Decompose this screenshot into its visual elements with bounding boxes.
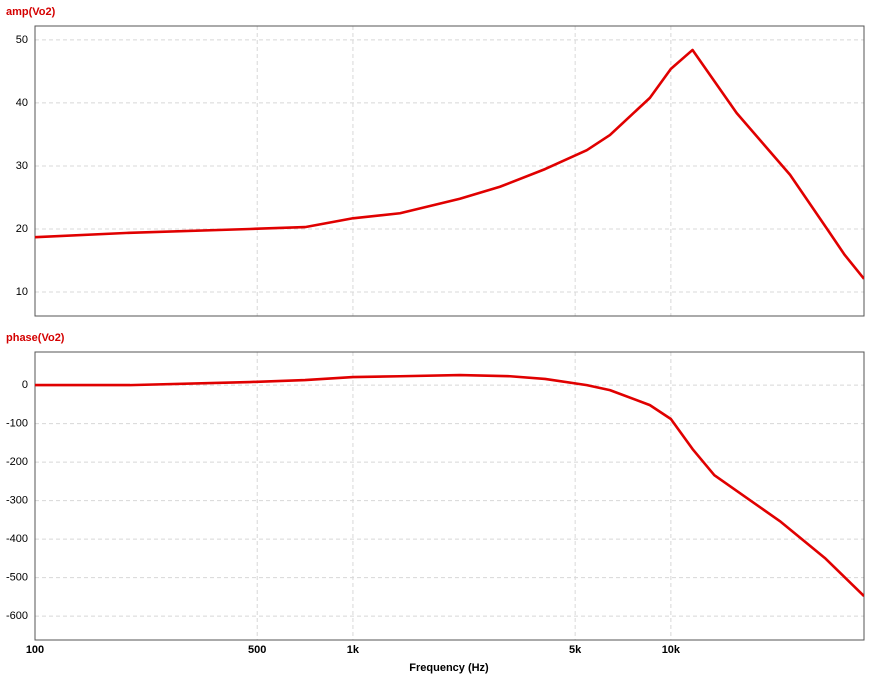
chart-title: amp(Vo2) (6, 6, 56, 18)
y-tick-label: -600 (6, 610, 28, 622)
y-tick-label: -400 (6, 533, 28, 545)
y-tick-label: -200 (6, 456, 28, 468)
y-tick-label: 0 (22, 379, 28, 391)
x-tick-label: 1k (347, 644, 360, 656)
y-tick-label: -300 (6, 495, 28, 507)
plot-frame (34, 351, 865, 641)
y-tick-label: 30 (16, 160, 28, 172)
x-tick-label: 500 (248, 644, 266, 656)
y-tick-label: -100 (6, 418, 28, 430)
y-tick-label: 20 (16, 223, 28, 235)
chart-title: phase(Vo2) (6, 332, 65, 344)
plot-frame (34, 25, 865, 317)
x-tick-label: 100 (26, 644, 44, 656)
y-tick-label: 50 (16, 34, 28, 46)
line-series (35, 373, 864, 598)
x-tick-label: 10k (662, 644, 681, 656)
y-tick-label: -500 (6, 572, 28, 584)
x-axis-label: Frequency (Hz) (409, 662, 489, 674)
line-series (35, 48, 864, 280)
y-tick-label: 10 (16, 286, 28, 298)
y-tick-label: 40 (16, 97, 28, 109)
x-tick-label: 5k (569, 644, 582, 656)
